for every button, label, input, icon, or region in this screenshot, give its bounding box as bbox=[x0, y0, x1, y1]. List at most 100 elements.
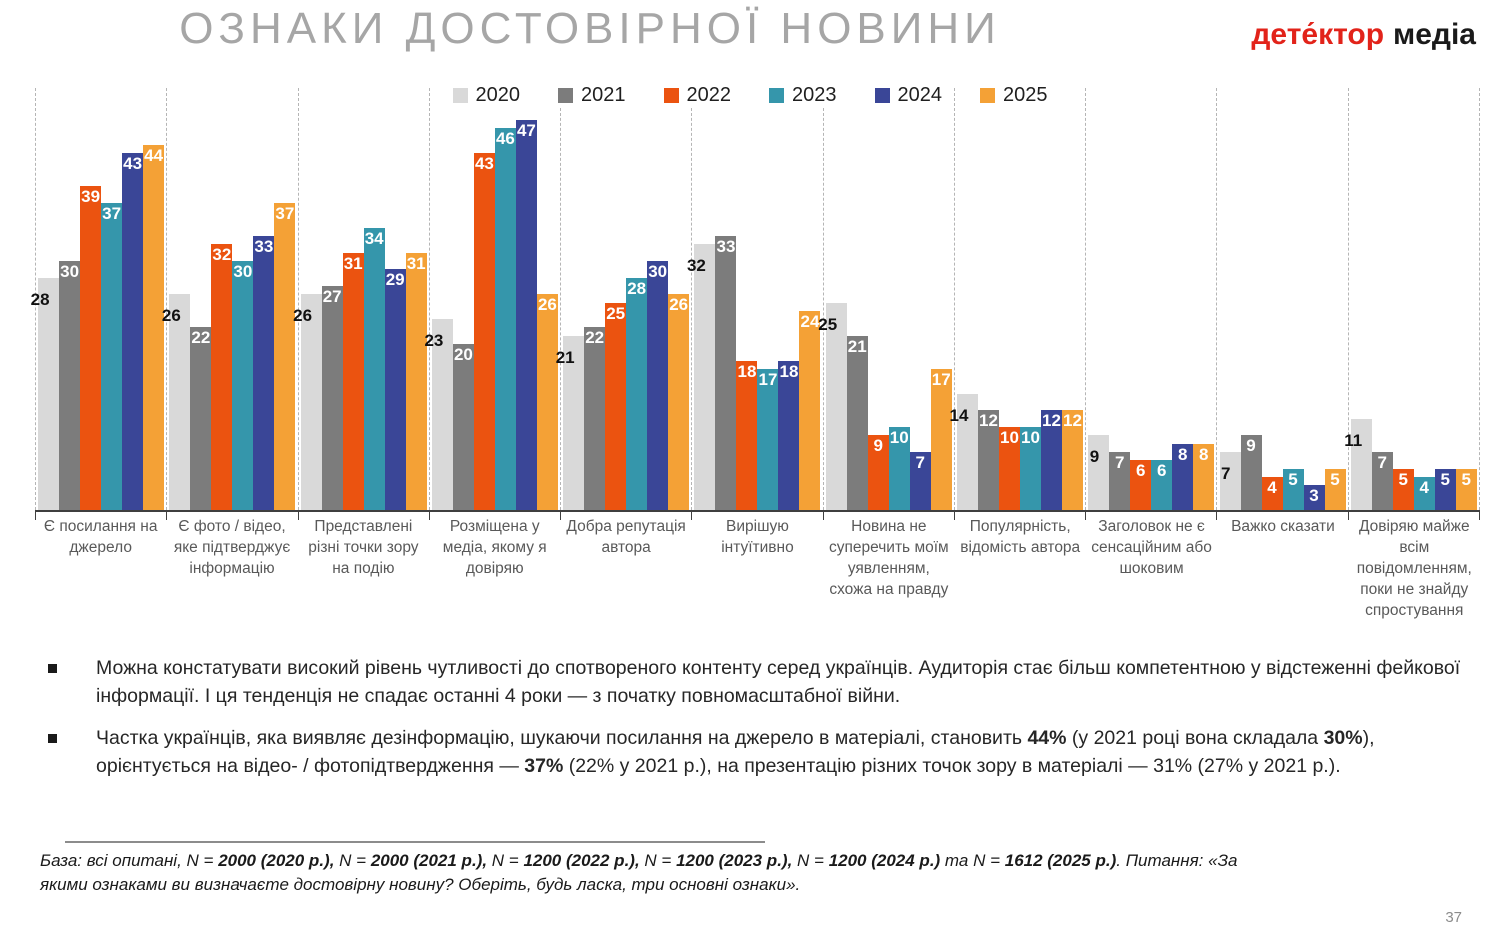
bullet-text: Частка українців, яка виявляє дезінформа… bbox=[96, 727, 1375, 778]
bar-2021: 22 bbox=[190, 327, 212, 510]
bar-2024: 3 bbox=[1303, 485, 1325, 510]
axis-tick bbox=[1216, 512, 1218, 520]
legend-label: 2023 bbox=[792, 84, 837, 106]
bar-value-label: 25 bbox=[606, 303, 626, 323]
bar-value-label: 5 bbox=[1330, 469, 1340, 489]
bar-value-label: 7 bbox=[1377, 452, 1388, 472]
bar-value-label: 17 bbox=[758, 369, 778, 389]
bar-2021: 12 bbox=[977, 410, 999, 510]
bar-2022: 9 bbox=[867, 435, 889, 510]
bar-2023: 30 bbox=[232, 261, 254, 510]
bar-2023: 10 bbox=[1019, 427, 1041, 510]
bar-value-label: 28 bbox=[627, 278, 647, 298]
bar-value-label: 37 bbox=[275, 203, 295, 223]
bar-2022: 18 bbox=[736, 360, 758, 510]
bar-value-label: 12 bbox=[1042, 411, 1061, 431]
legend-label: 2022 bbox=[686, 84, 732, 106]
bar-2022: 5 bbox=[1392, 468, 1414, 510]
bar-group: 11 7 5 4 5 5 bbox=[1344, 88, 1480, 520]
axis-tick bbox=[1085, 512, 1087, 520]
axis-tick bbox=[560, 512, 562, 520]
bar-2023: 17 bbox=[757, 368, 779, 510]
bar-value-label: 37 bbox=[102, 203, 122, 223]
bar-group: 28 30 39 37 43 44 bbox=[31, 88, 166, 520]
bar-value-label: 21 bbox=[555, 347, 575, 367]
bar-value-label: 5 bbox=[1288, 469, 1298, 489]
bar-value-label: 47 bbox=[516, 120, 536, 140]
bar-2020: 32 bbox=[687, 244, 716, 510]
bar-value-label: 21 bbox=[847, 336, 867, 356]
bar-2021: 22 bbox=[584, 327, 606, 510]
category-label: Важко сказати bbox=[1231, 518, 1335, 535]
legend-item-2021: 2021 bbox=[556, 84, 628, 107]
bar-value-label: 12 bbox=[1063, 411, 1082, 431]
bar-value-label: 33 bbox=[716, 237, 736, 257]
bar-2025: 31 bbox=[405, 252, 427, 510]
bar-2024: 29 bbox=[384, 269, 406, 510]
chart-category-axis: Є посилання на джерело Є фото / відео, як… bbox=[35, 517, 1480, 622]
bar-2024: 33 bbox=[253, 236, 275, 510]
category-label: Заголовок не є сенсаційним або шоковим bbox=[1091, 518, 1212, 577]
bar-value-label: 9 bbox=[873, 436, 883, 456]
legend-item-2024: 2024 bbox=[872, 84, 944, 107]
bar-value-label: 43 bbox=[474, 154, 494, 174]
bar-value-label: 11 bbox=[1344, 430, 1363, 450]
bar-2023: 4 bbox=[1413, 476, 1435, 510]
bar-value-label: 18 bbox=[737, 361, 757, 381]
bar-2022: 10 bbox=[998, 427, 1020, 510]
bar-value-label: 32 bbox=[212, 245, 232, 265]
bar-2024: 43 bbox=[122, 153, 144, 510]
bar-value-label: 6 bbox=[1136, 461, 1146, 481]
bar-value-label: 31 bbox=[343, 253, 363, 273]
bar-value-label: 46 bbox=[495, 129, 515, 149]
axis-tick bbox=[428, 512, 430, 520]
legend-item-2022: 2022 bbox=[661, 84, 733, 107]
bar-value-label: 5 bbox=[1398, 469, 1409, 489]
bar-2024: 7 bbox=[909, 451, 931, 510]
bar-value-label: 23 bbox=[424, 331, 444, 351]
page-number: 37 bbox=[1445, 909, 1462, 926]
bar-2025: 12 bbox=[1061, 410, 1083, 510]
bar-value-label: 6 bbox=[1157, 461, 1167, 481]
bar-2020: 11 bbox=[1344, 418, 1372, 510]
axis-tick bbox=[1347, 512, 1349, 520]
legend-swatch-2022 bbox=[663, 88, 679, 103]
brand-logo-black: медіа bbox=[1393, 18, 1476, 51]
bar-value-label: 10 bbox=[1000, 428, 1019, 447]
bar-2023: 46 bbox=[494, 128, 516, 510]
bar-2020: 14 bbox=[950, 393, 978, 510]
bar-2023: 37 bbox=[101, 202, 123, 510]
legend-swatch-2021 bbox=[558, 88, 573, 103]
bar-group: 26 27 31 34 29 31 bbox=[293, 88, 429, 520]
bar-group: 14 12 10 10 12 12 bbox=[950, 88, 1085, 520]
bar-2021: 9 bbox=[1240, 435, 1262, 510]
bar-value-label: 34 bbox=[364, 228, 384, 248]
bar-group: 25 21 9 10 7 17 bbox=[818, 88, 954, 520]
bar-2024: 30 bbox=[647, 261, 669, 510]
bar-value-label: 43 bbox=[123, 154, 143, 174]
bar-value-label: 24 bbox=[800, 311, 820, 331]
axis-tick bbox=[691, 512, 693, 520]
summary-bullets: Можна констатувати високий рівень чутлив… bbox=[48, 655, 1463, 796]
category-label: Вирішую інтуїтивно bbox=[721, 518, 794, 556]
bar-value-label: 26 bbox=[161, 306, 181, 326]
legend-item-2025: 2025 bbox=[978, 84, 1050, 107]
bar-value-label: 5 bbox=[1461, 469, 1472, 489]
bar-value-label: 12 bbox=[979, 411, 998, 431]
bullet-item: Можна констатувати високий рівень чутлив… bbox=[48, 655, 1463, 710]
bar-2020: 28 bbox=[31, 277, 60, 510]
bar-2021: 7 bbox=[1371, 451, 1393, 510]
page-title: ОЗНАКИ ДОСТОВІРНОЇ НОВИНИ bbox=[179, 4, 1001, 53]
bar-value-label: 5 bbox=[1440, 469, 1451, 489]
bar-value-label: 4 bbox=[1267, 477, 1277, 497]
bar-2020: 26 bbox=[162, 294, 191, 510]
bar-group: 21 22 25 28 30 26 bbox=[556, 88, 691, 520]
bar-2025: 5 bbox=[1455, 468, 1477, 510]
bar-2021: 30 bbox=[59, 261, 81, 510]
bar-value-label: 31 bbox=[406, 253, 426, 273]
legend-swatch-2023 bbox=[769, 88, 784, 103]
bar-2022: 43 bbox=[473, 153, 495, 510]
axis-tick bbox=[297, 512, 299, 520]
